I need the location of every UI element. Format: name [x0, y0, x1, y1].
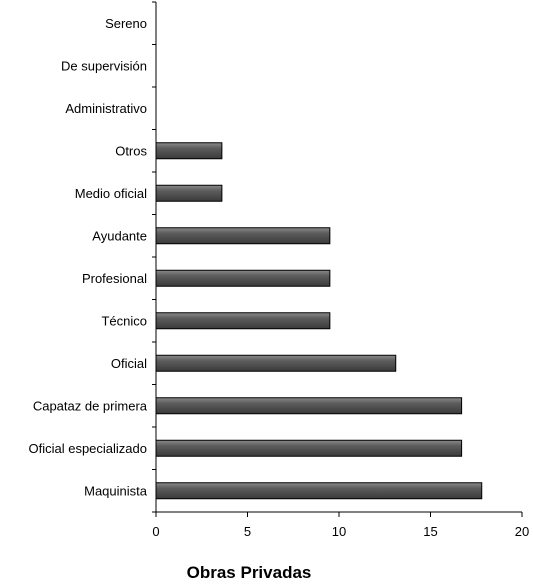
category-label: Ayudante [92, 228, 147, 243]
x-tick-label: 5 [244, 524, 251, 539]
bar [155, 354, 397, 372]
bar [155, 184, 223, 202]
x-tick-label: 10 [332, 524, 346, 539]
bar [155, 482, 483, 500]
bar [155, 227, 331, 245]
category-labels: Sereno De supervisión Administrativo Otros M… [28, 16, 147, 499]
category-label: Capataz de primera [33, 398, 148, 413]
bar [155, 312, 331, 330]
x-tick-label: 20 [515, 524, 529, 539]
category-label: De supervisión [61, 58, 147, 73]
x-axis-title: Obras Privadas [187, 563, 312, 582]
bar [155, 397, 463, 415]
bar [155, 439, 463, 457]
tick-labels: 0 5 10 15 20 [152, 524, 529, 539]
x-tick-label: 15 [423, 524, 437, 539]
category-label: Profesional [82, 271, 147, 286]
bar [155, 269, 331, 287]
category-label: Maquinista [84, 483, 148, 498]
bars [155, 142, 483, 500]
category-label: Administrativo [65, 101, 147, 116]
category-label: Otros [115, 143, 147, 158]
axes [152, 1, 523, 517]
category-label: Sereno [105, 16, 147, 31]
category-label: Medio oficial [75, 186, 147, 201]
bar [155, 142, 223, 160]
x-tick-label: 0 [152, 524, 159, 539]
category-label: Oficial especializado [28, 441, 147, 456]
category-label: Oficial [111, 356, 147, 371]
category-label: Técnico [101, 313, 147, 328]
